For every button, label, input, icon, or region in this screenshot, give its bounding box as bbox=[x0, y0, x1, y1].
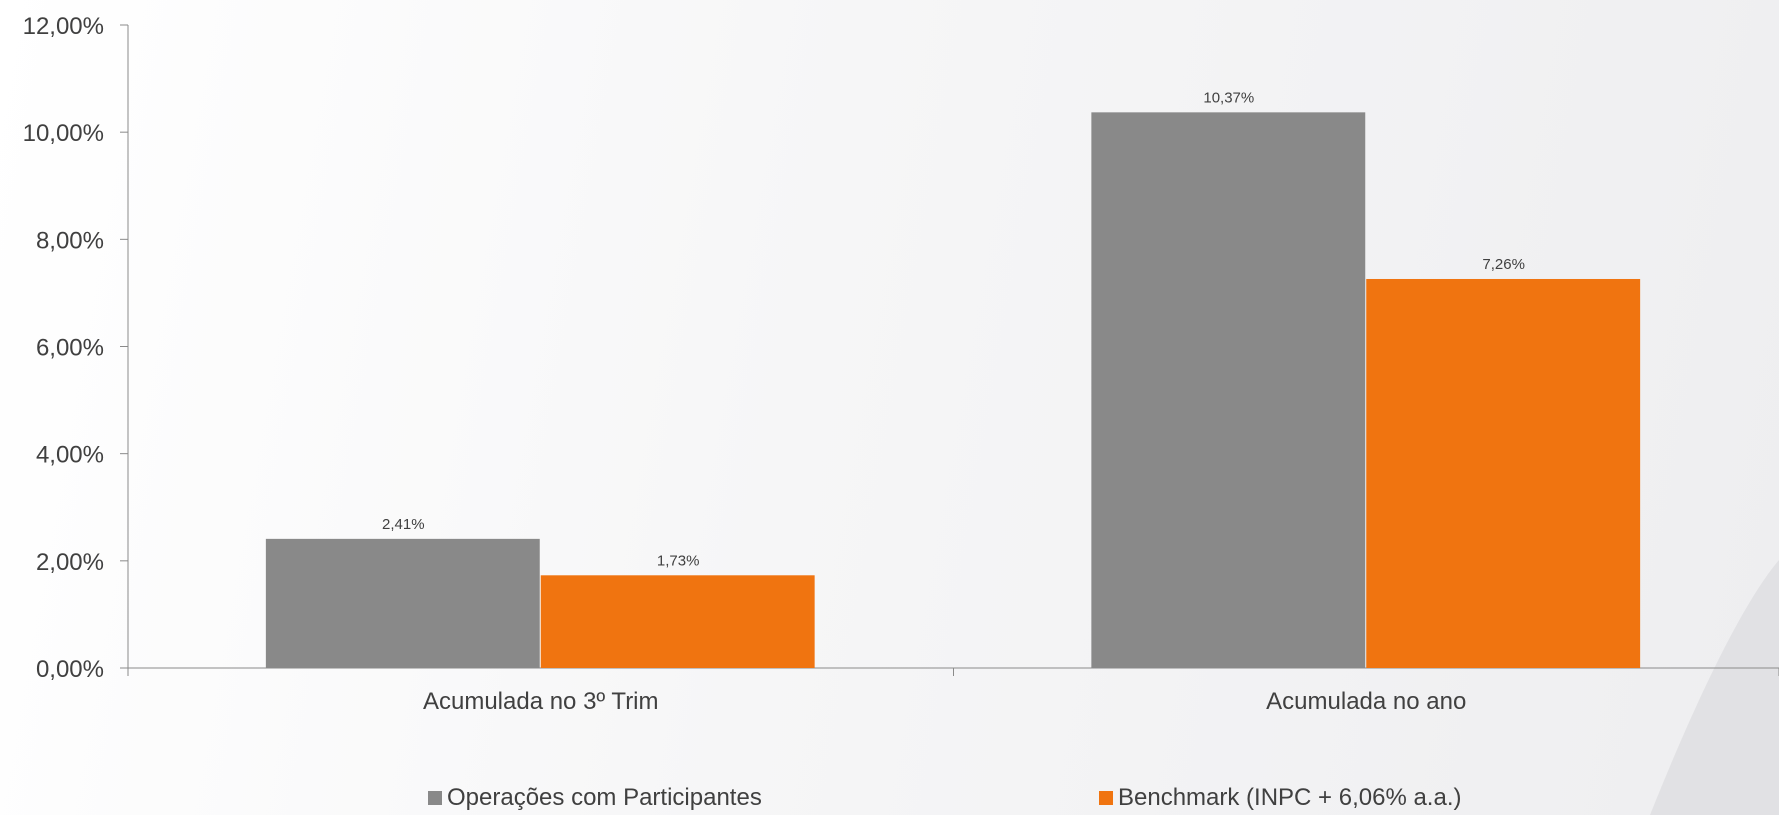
legend-item-benchmark: Benchmark (INPC + 6,06% a.a.) bbox=[1099, 783, 1461, 813]
bar-labels: 2,41% 1,73% 10,37% 7,26% bbox=[382, 89, 1525, 569]
bar bbox=[1091, 112, 1366, 669]
bar-value-label: 10,37% bbox=[1203, 89, 1254, 106]
y-tick-label: 6,00% bbox=[36, 335, 104, 362]
y-tick-label: 2,00% bbox=[36, 549, 104, 576]
y-tick-label: 4,00% bbox=[36, 442, 104, 469]
bar-value-label: 7,26% bbox=[1482, 256, 1525, 273]
bar bbox=[540, 575, 815, 668]
legend-item-operacoes: Operações com Participantes bbox=[428, 783, 762, 813]
background-swoosh bbox=[1650, 560, 1779, 815]
y-tick-label: 12,00% bbox=[23, 13, 104, 40]
x-axis: Acumulada no 3º Trim Acumulada no ano bbox=[127, 667, 1779, 715]
y-tick-label: 0,00% bbox=[36, 656, 104, 683]
x-tick-label: Acumulada no ano bbox=[1266, 688, 1466, 715]
legend-label-benchmark: Benchmark (INPC + 6,06% a.a.) bbox=[1118, 784, 1462, 811]
y-axis: 0,00% 2,00% 4,00% 6,00% 8,00% 10,00% 12,00% bbox=[23, 13, 129, 683]
y-tick-label: 8,00% bbox=[36, 227, 104, 254]
legend-label-operacoes: Operações com Participantes bbox=[447, 784, 762, 811]
bar bbox=[265, 538, 540, 668]
bar-value-label: 1,73% bbox=[657, 552, 700, 569]
bars bbox=[265, 112, 1641, 669]
x-tick-label: Acumulada no 3º Trim bbox=[423, 688, 659, 715]
legend-swatch-operacoes bbox=[428, 791, 442, 805]
legend-swatch-benchmark bbox=[1099, 791, 1113, 805]
bar bbox=[1366, 278, 1641, 668]
bar-value-label: 2,41% bbox=[382, 516, 425, 533]
y-tick-label: 10,00% bbox=[23, 120, 104, 147]
